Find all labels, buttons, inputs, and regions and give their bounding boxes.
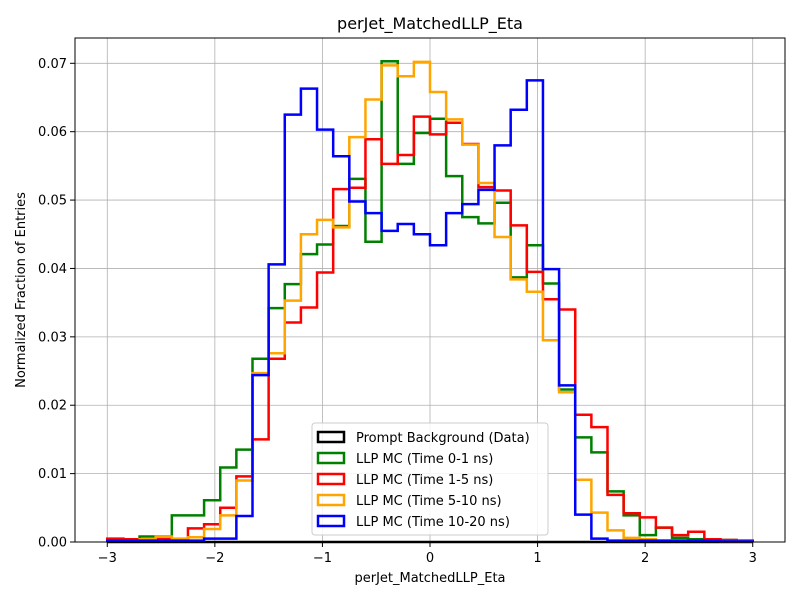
- x-tick-label: 2: [641, 551, 649, 566]
- y-tick-label: 0.03: [38, 330, 67, 345]
- histogram-series-2: [106, 115, 754, 542]
- histogram-series-4: [106, 79, 754, 543]
- x-axis-ticks: −3 −2 −1 0 1 2 3: [98, 542, 757, 566]
- legend-swatch-2: [316, 472, 346, 486]
- legend-swatch-0: [316, 430, 346, 444]
- y-tick-label: 0.04: [38, 262, 67, 277]
- legend-swatch-1: [316, 451, 346, 465]
- y-tick-label: 0.02: [38, 399, 67, 414]
- histogram-series-3: [106, 60, 754, 543]
- y-tick-label: 0.07: [38, 57, 67, 72]
- histogram-series-1: [106, 60, 754, 542]
- chart-title: perJet_MatchedLLP_Eta: [337, 14, 523, 34]
- legend-box: [311, 422, 549, 536]
- x-tick-label: 3: [749, 551, 757, 566]
- legend-label-0: Prompt Background (Data): [356, 431, 530, 446]
- legend: Prompt Background (Data) LLP MC (Time 0-1…: [311, 422, 549, 536]
- y-axis-label: Normalized Fraction of Entries: [14, 192, 29, 388]
- x-tick-label: −2: [205, 551, 224, 566]
- y-axis-ticks: 0.00 0.01 0.02 0.03 0.04 0.05 0.06 0.07: [38, 57, 75, 551]
- legend-label-2: LLP MC (Time 1-5 ns): [356, 473, 493, 488]
- legend-swatch-3: [316, 493, 346, 507]
- x-tick-label: 1: [533, 551, 541, 566]
- legend-label-4: LLP MC (Time 10-20 ns): [356, 515, 510, 530]
- legend-swatch-4: [316, 514, 346, 528]
- legend-label-3: LLP MC (Time 5-10 ns): [356, 494, 502, 509]
- x-tick-label: −3: [98, 551, 117, 566]
- y-tick-label: 0.05: [38, 194, 67, 209]
- x-tick-label: −1: [313, 551, 332, 566]
- x-tick-label: 0: [426, 551, 434, 566]
- y-tick-label: 0.01: [38, 467, 67, 482]
- x-axis-label: perJet_MatchedLLP_Eta: [354, 571, 505, 586]
- legend-label-1: LLP MC (Time 0-1 ns): [356, 452, 493, 467]
- y-tick-label: 0.06: [38, 125, 67, 140]
- y-tick-label: 0.00: [38, 536, 67, 551]
